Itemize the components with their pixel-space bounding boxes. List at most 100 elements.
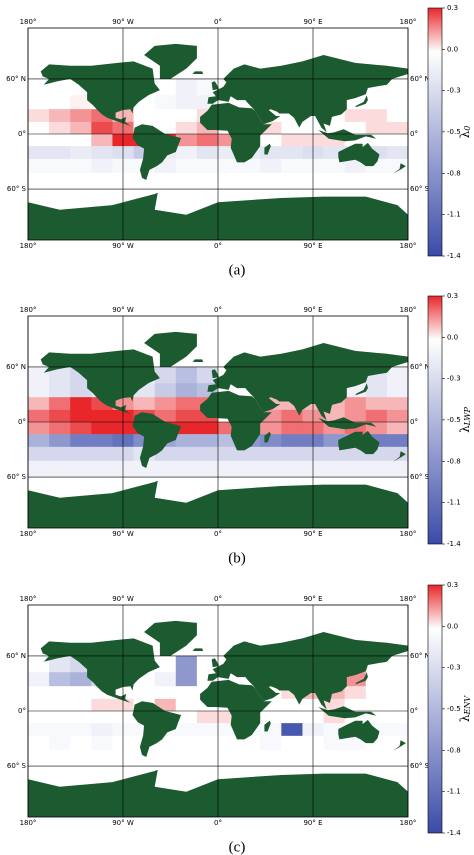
cell: [175, 655, 198, 673]
cell: [386, 698, 408, 712]
cell: [386, 121, 408, 135]
land: [355, 95, 368, 108]
colorbar-tick-label: -0.3: [447, 87, 461, 95]
cell: [91, 434, 113, 448]
y-tick-label: 60° S: [7, 185, 27, 193]
cell: [175, 78, 198, 96]
cell: [281, 749, 303, 767]
cell: [281, 446, 303, 462]
cell: [175, 711, 198, 724]
cell: [133, 172, 155, 190]
cell: [49, 749, 71, 767]
land: [393, 451, 406, 462]
map-area: [28, 43, 408, 240]
cell: [281, 172, 303, 190]
cell: [91, 460, 113, 478]
colorbar-tick-label: -1.4: [447, 540, 461, 548]
colorbar-tick-label: -1.1: [447, 211, 461, 219]
cell: [218, 172, 240, 190]
x-tick-label: 180°: [20, 242, 37, 250]
x-tick-label: 90° E: [303, 18, 322, 26]
cell: [344, 686, 367, 700]
cell: [196, 422, 219, 435]
cell: [386, 446, 408, 462]
x-tick-label: 90° E: [303, 306, 322, 314]
cell: [175, 95, 198, 110]
cell: [28, 698, 50, 712]
cell: [70, 749, 92, 767]
cell: [239, 158, 261, 174]
cell: [133, 460, 155, 478]
cell: [196, 134, 219, 147]
colorbar-tick-label: -0.3: [447, 664, 461, 672]
cell: [386, 134, 408, 147]
cell: [386, 172, 408, 190]
panel: 180° 180° 90° W 90° W 0° 0° 90° E 90° E 180° 180°…: [6, 581, 472, 855]
x-tick-label: 90° W: [112, 530, 134, 538]
cell: [218, 735, 240, 751]
cell: [260, 134, 282, 147]
cell: [344, 109, 367, 123]
cell: [344, 749, 367, 767]
land: [40, 638, 160, 705]
cell: [91, 158, 113, 174]
cell: [260, 460, 282, 478]
cell: [239, 172, 261, 190]
cell: [91, 172, 113, 190]
y-tick-label: 0°: [410, 130, 418, 138]
cell: [49, 711, 71, 724]
cell: [28, 735, 50, 751]
x-tick-label: 180°: [400, 819, 417, 827]
colorbar-tick-label: -0.8: [447, 746, 461, 754]
cell: [91, 422, 113, 435]
cell: [154, 749, 177, 767]
land: [393, 163, 406, 174]
cell: [323, 460, 345, 478]
x-tick-label: 0°: [214, 595, 222, 603]
cell: [49, 409, 71, 423]
cell: [323, 158, 345, 174]
cell: [91, 134, 113, 147]
x-tick-label: 90° W: [112, 306, 134, 314]
cell: [239, 460, 261, 478]
cell: [260, 446, 282, 462]
cell: [260, 146, 282, 160]
cell: [175, 686, 198, 700]
land: [355, 672, 368, 685]
subscript: ENV: [463, 695, 472, 716]
cell: [260, 158, 282, 174]
cell: [260, 749, 282, 767]
cell: [49, 366, 71, 384]
cell: [28, 383, 50, 398]
cell: [175, 383, 198, 398]
cell: [28, 434, 50, 448]
cell: [49, 134, 71, 147]
cell: [386, 711, 408, 724]
y-tick-label: 0°: [18, 418, 26, 426]
colorbar-label: λ0: [458, 126, 473, 139]
cell: [175, 672, 198, 687]
cell: [175, 366, 198, 384]
cell: [70, 121, 92, 135]
y-tick-label: 0°: [18, 707, 26, 715]
cell: [260, 735, 282, 751]
cell: [70, 409, 92, 423]
x-tick-label: 90° W: [112, 819, 134, 827]
x-tick-label: 90° E: [303, 595, 322, 603]
y-tick-label: 0°: [18, 130, 26, 138]
x-tick-label: 0°: [214, 18, 222, 26]
cell: [386, 383, 408, 398]
cell: [260, 434, 282, 448]
cell: [175, 446, 198, 462]
cell: [281, 723, 303, 737]
cell: [49, 723, 71, 737]
x-tick-label: 90° W: [112, 242, 134, 250]
y-tick-label: 60° N: [410, 75, 430, 83]
x-tick-label: 180°: [20, 530, 37, 538]
cell: [49, 434, 71, 448]
cell: [154, 655, 177, 673]
colorbar-tick-label: 0.3: [447, 4, 458, 12]
cell: [175, 422, 198, 435]
cell: [70, 158, 92, 174]
cell: [281, 158, 303, 174]
